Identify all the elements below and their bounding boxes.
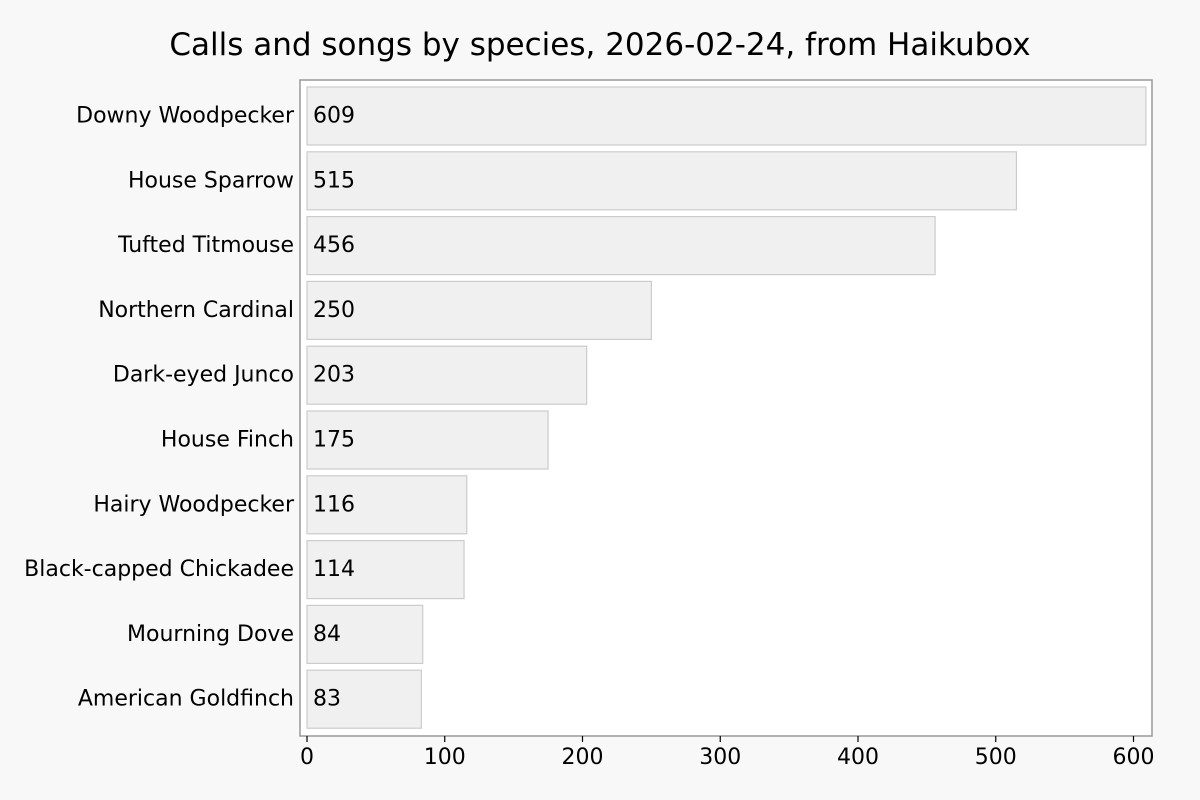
x-tick-label: 200 xyxy=(562,745,604,770)
data-label: 203 xyxy=(313,363,355,388)
category-label: Northern Cardinal xyxy=(98,298,294,323)
bar xyxy=(306,604,424,665)
x-tick-label: 300 xyxy=(699,745,741,770)
category-labels: Downy Woodpecker House Sparrow Tufted Titm… xyxy=(24,104,295,712)
category-label: Mourning Dove xyxy=(127,622,294,647)
data-label: 250 xyxy=(313,298,355,323)
bar xyxy=(306,345,588,405)
data-label: 456 xyxy=(313,233,355,258)
bar xyxy=(306,669,422,729)
category-label: Black-capped Chickadee xyxy=(24,557,294,582)
bar xyxy=(306,475,468,535)
data-label: 515 xyxy=(313,168,355,193)
bars-group xyxy=(306,86,1147,729)
x-tick-label: 500 xyxy=(975,745,1017,770)
category-label: House Finch xyxy=(161,428,294,453)
data-label: 84 xyxy=(313,622,341,647)
category-label: Tufted Titmouse xyxy=(117,233,294,258)
category-label: American Goldfinch xyxy=(78,687,294,712)
bar xyxy=(306,151,1018,211)
chart-title: Calls and songs by species, 2026-02-24, … xyxy=(169,27,1031,63)
bar xyxy=(306,539,465,600)
x-tick-label: 400 xyxy=(837,745,879,770)
x-tick-label: 0 xyxy=(300,745,314,770)
data-label: 114 xyxy=(313,557,355,582)
category-label: Downy Woodpecker xyxy=(76,104,295,129)
data-label: 116 xyxy=(313,492,355,517)
data-label: 175 xyxy=(313,428,355,453)
category-label: Hairy Woodpecker xyxy=(93,492,295,517)
data-label: 83 xyxy=(313,687,341,712)
category-label: House Sparrow xyxy=(128,168,294,193)
x-axis: 0 100 200 300 400 500 600 xyxy=(300,736,1155,770)
data-label: 609 xyxy=(313,104,355,129)
bar xyxy=(306,280,652,340)
x-tick-label: 600 xyxy=(1113,745,1155,770)
bar xyxy=(306,86,1147,146)
category-label: Dark-eyed Junco xyxy=(113,363,294,388)
bar xyxy=(306,410,549,470)
data-labels: 609 515 456 250 203 175 116 114 84 83 xyxy=(313,104,355,712)
x-tick-label: 100 xyxy=(424,745,466,770)
bar xyxy=(306,216,936,276)
